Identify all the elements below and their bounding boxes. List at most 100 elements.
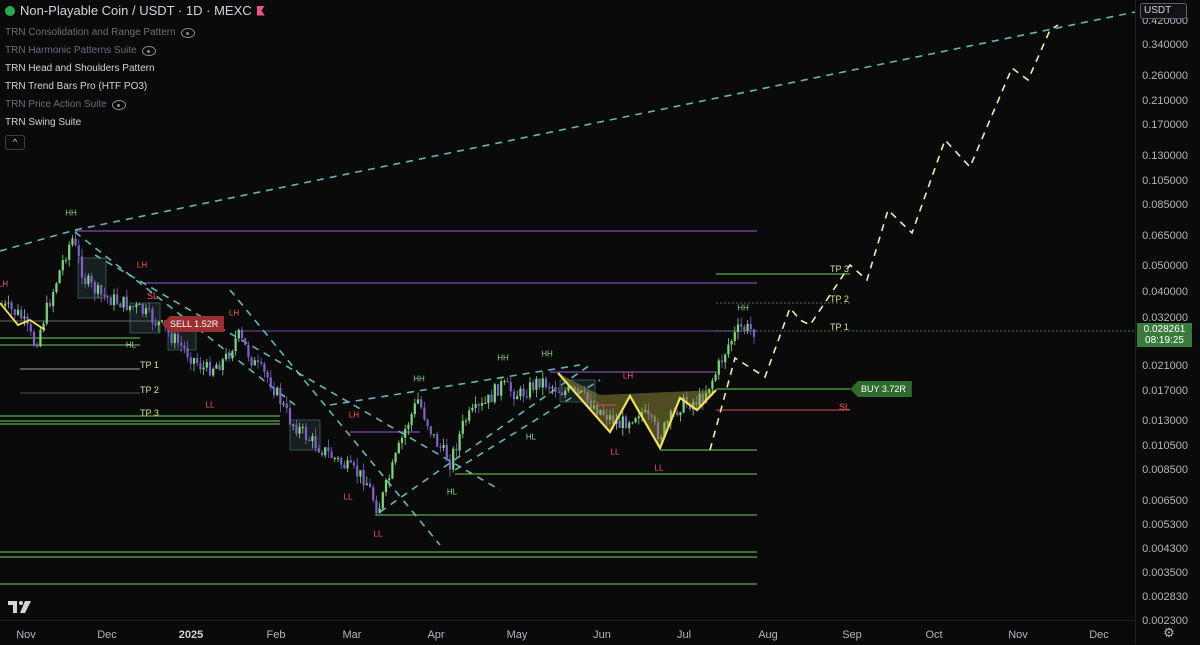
- candle-body: [42, 323, 45, 330]
- candle-body: [61, 260, 64, 271]
- eye-hidden-icon[interactable]: [180, 28, 195, 38]
- swing-label: HL: [525, 432, 537, 442]
- candle-body: [365, 483, 368, 486]
- price-chart[interactable]: [0, 0, 1135, 620]
- candle-body: [90, 275, 93, 283]
- candle-body: [541, 378, 544, 388]
- time-axis[interactable]: Nov Dec 2025 Feb Mar Apr May Jun Jul Aug Sep Oct Nov…: [0, 620, 1135, 645]
- candle-body: [285, 403, 288, 409]
- currency-selector[interactable]: USDT: [1140, 3, 1187, 19]
- time-tick-label: 2025: [178, 629, 204, 641]
- candle-body: [455, 448, 458, 451]
- trendline: [329, 364, 581, 406]
- swing-label: LL: [373, 529, 383, 539]
- settings-gear-icon[interactable]: ⚙: [1163, 625, 1175, 640]
- candle-body: [295, 424, 298, 434]
- candle-body: [660, 437, 663, 439]
- candle-body: [288, 408, 292, 425]
- chart-legend: Non-Playable Coin / USDT · 1D · MEXC TRN…: [5, 3, 265, 150]
- candle-body: [394, 453, 397, 463]
- buy-stop-loss-label: SL: [839, 402, 851, 412]
- candle-body: [100, 285, 103, 295]
- indicator-swing-suite[interactable]: TRN Swing Suite: [5, 114, 265, 132]
- candle-body: [176, 333, 180, 343]
- candle-body: [148, 308, 151, 310]
- candle-body: [592, 405, 596, 409]
- candle-body: [45, 302, 48, 324]
- indicator-head-shoulders[interactable]: TRN Head and Shoulders Pattern: [5, 60, 265, 78]
- price-tick-label: 0.021000: [1142, 360, 1188, 373]
- candle-body: [183, 345, 186, 349]
- candle-body: [317, 448, 320, 453]
- price-tick-label: 0.085000: [1142, 199, 1188, 212]
- candle-body: [477, 404, 480, 406]
- candle-body: [682, 397, 685, 413]
- eye-hidden-icon[interactable]: [111, 100, 126, 110]
- candle-body: [714, 374, 717, 381]
- candle-body: [327, 447, 330, 452]
- candle-body: [84, 277, 87, 285]
- candle-body: [48, 302, 52, 307]
- candle-body: [330, 451, 333, 459]
- indicator-trend-bars[interactable]: TRN Trend Bars Pro (HTF PO3): [5, 78, 265, 96]
- candle-body: [196, 358, 199, 364]
- candle-body: [125, 296, 128, 311]
- candle-body: [320, 452, 324, 456]
- collapse-legend-button[interactable]: ^: [5, 135, 25, 150]
- price-tick-label: 0.340000: [1142, 39, 1188, 52]
- candle-body: [39, 329, 42, 347]
- candle-body: [538, 378, 541, 388]
- indicator-harmonic-patterns[interactable]: TRN Harmonic Patterns Suite: [5, 42, 265, 60]
- candle-body: [352, 462, 356, 466]
- buy-tp3-label: TP 3: [830, 264, 849, 274]
- candle-body: [144, 308, 148, 315]
- price-axis[interactable]: 0.420000 0.340000 0.260000 0.210000 0.170000…: [1135, 0, 1200, 644]
- candle-body: [279, 387, 282, 405]
- indicator-price-action[interactable]: TRN Price Action Suite: [5, 96, 265, 114]
- candle-body: [746, 324, 749, 331]
- candle-body: [602, 410, 605, 415]
- flag-icon[interactable]: [256, 5, 265, 16]
- candle-body: [23, 316, 26, 319]
- time-tick-label: Feb: [266, 629, 286, 641]
- candle-body: [221, 359, 224, 371]
- candle-body: [372, 487, 375, 501]
- price-tick-label: 0.260000: [1142, 70, 1188, 83]
- candle-body: [157, 321, 160, 326]
- candle-body: [621, 416, 624, 428]
- price-tick-label: 0.004300: [1142, 542, 1188, 555]
- candle-body: [474, 404, 477, 408]
- sell-tp3-label: TP 3: [140, 408, 159, 418]
- candle-body: [442, 444, 445, 448]
- price-tick-label: 0.032000: [1142, 311, 1188, 324]
- indicator-consolidation-range[interactable]: TRN Consolidation and Range Pattern: [5, 24, 265, 42]
- trendlines: [0, 11, 1135, 546]
- candle-body: [458, 433, 461, 451]
- candle-body: [420, 399, 423, 408]
- candle-body: [528, 382, 532, 398]
- buy-signal-badge: BUY 3.72R: [850, 381, 912, 397]
- candle-body: [68, 244, 71, 260]
- candle-body: [154, 323, 157, 326]
- candle-body: [637, 416, 640, 419]
- candle-body: [576, 388, 580, 392]
- swing-label: HL: [446, 487, 458, 497]
- candle-body: [212, 368, 215, 376]
- candle-body: [180, 342, 183, 346]
- candle-body: [666, 421, 669, 423]
- tradingview-logo-icon[interactable]: [8, 599, 32, 615]
- candle-body: [71, 238, 74, 245]
- candle-body: [733, 332, 736, 341]
- eye-hidden-icon[interactable]: [141, 46, 156, 56]
- symbol-header[interactable]: Non-Playable Coin / USDT · 1D · MEXC: [5, 3, 265, 18]
- candle-body: [253, 360, 256, 366]
- candle-body: [701, 393, 704, 403]
- candle-body: [250, 357, 253, 366]
- candle-body: [436, 434, 439, 447]
- candle-body: [500, 381, 503, 396]
- candle-body: [359, 470, 362, 477]
- candle-body: [247, 344, 250, 358]
- candle-body: [634, 418, 637, 423]
- candle-body: [231, 351, 234, 359]
- time-tick-label: Mar: [342, 629, 362, 641]
